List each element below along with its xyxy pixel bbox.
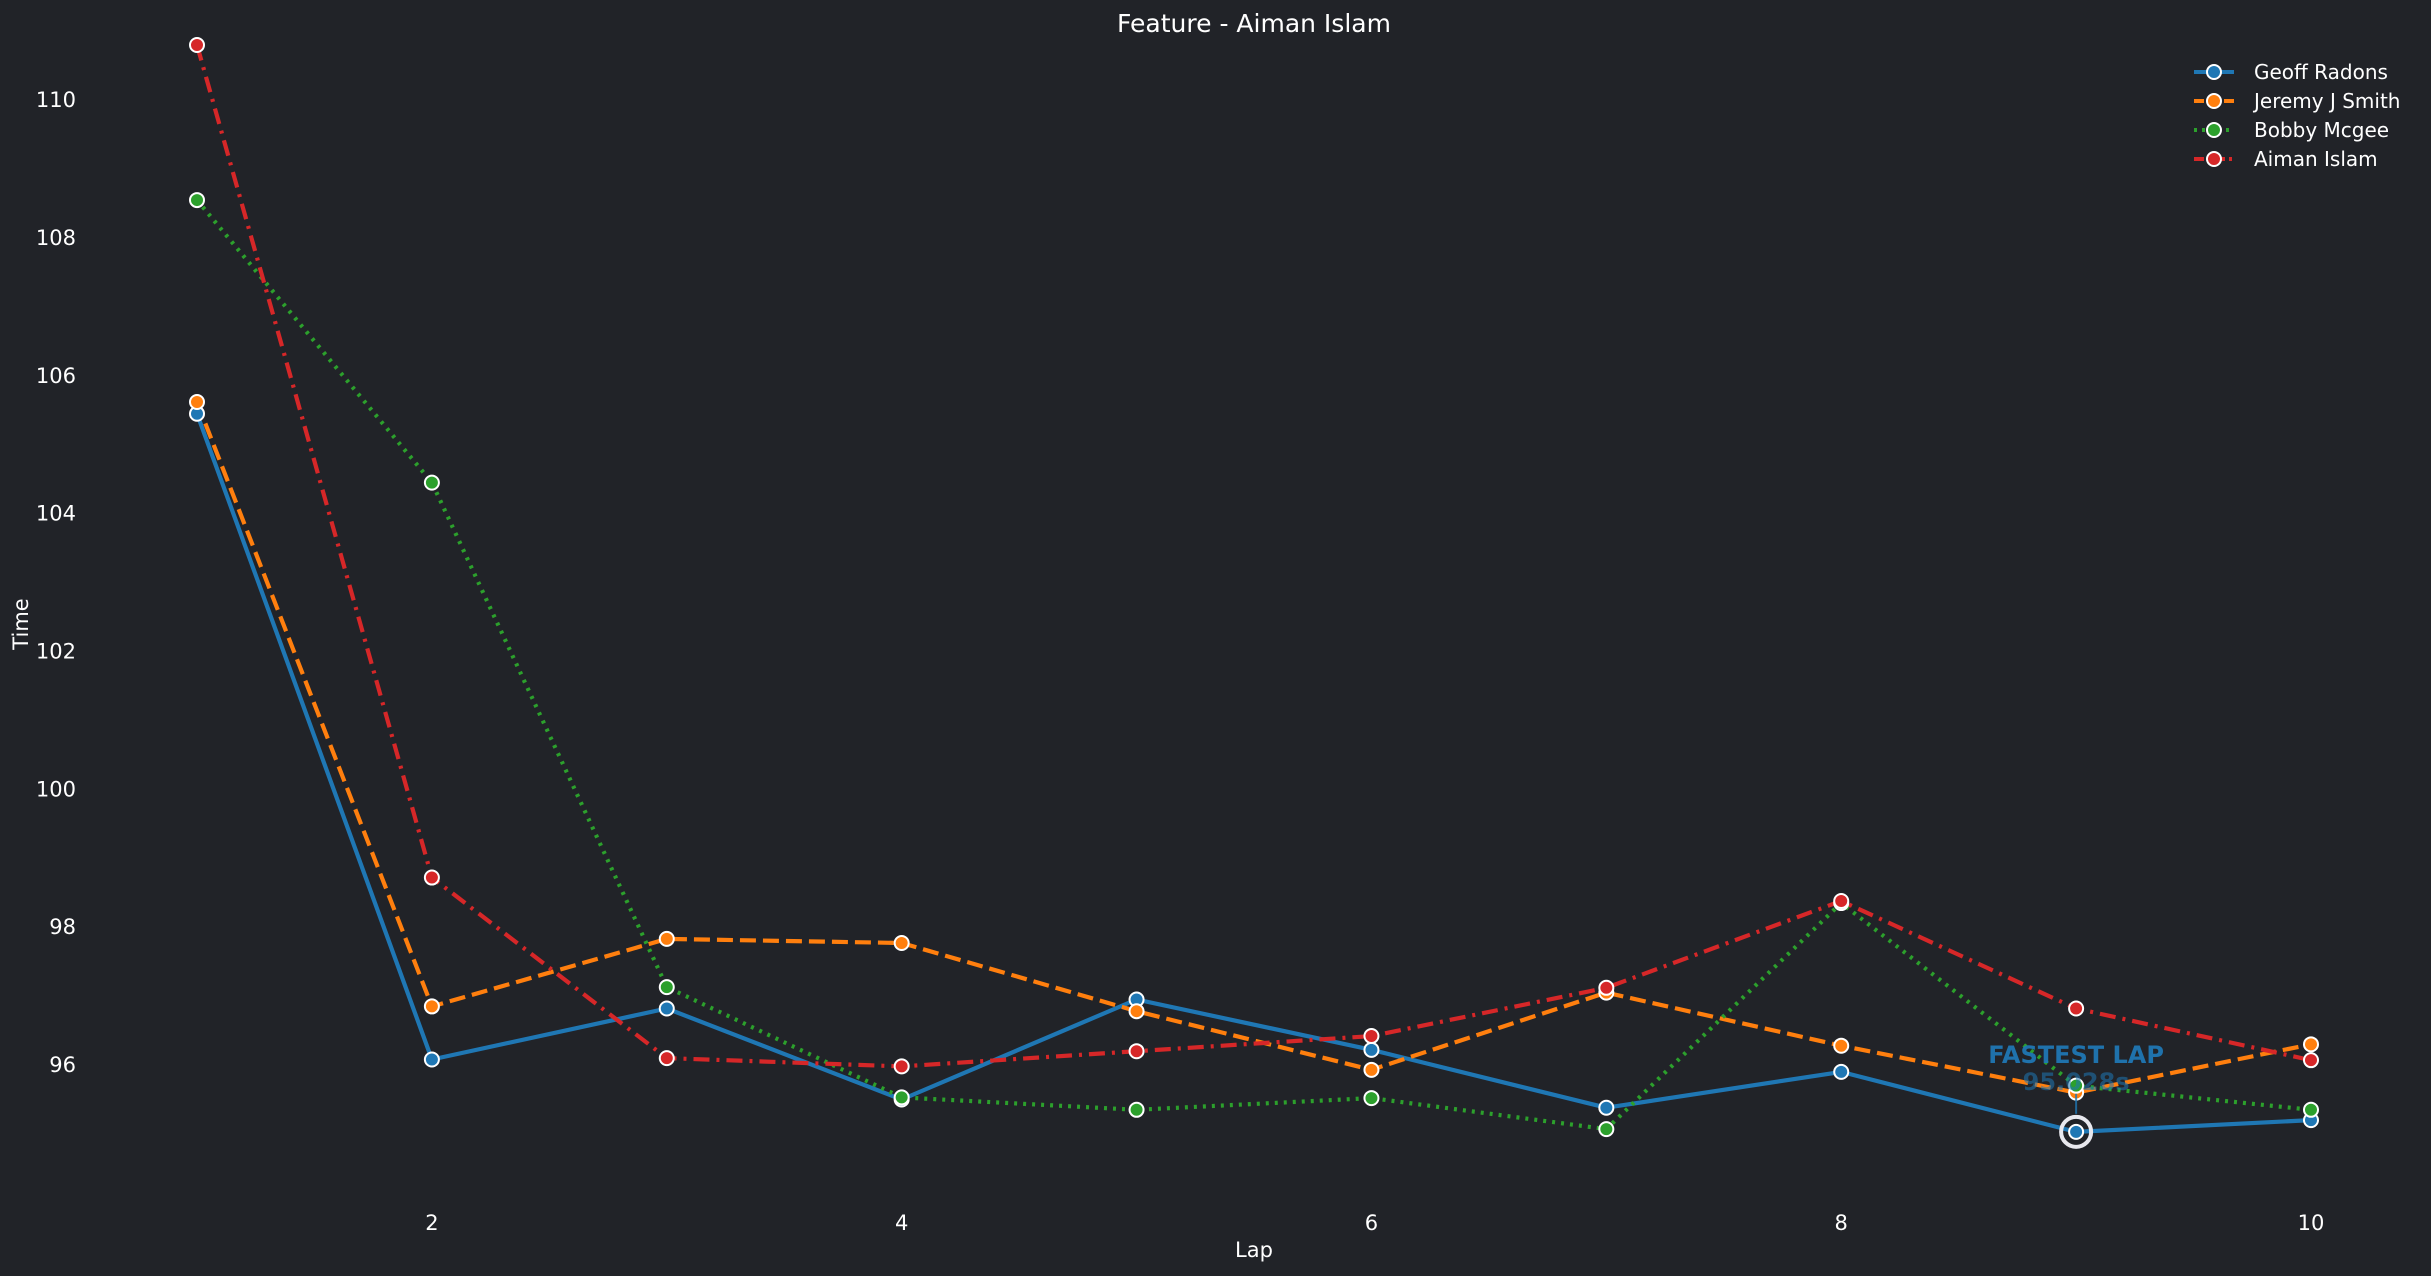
plot-area: 96 98 100 102 104 106 108 110 2 4 6 8 10 FASTEST LAP9… (36, 37, 2325, 1235)
point-jeremy-j-smith-lap-4 (893, 935, 910, 952)
y-tick-label-108: 108 (36, 226, 76, 250)
point-bobby-mcgee-lap-1 (189, 192, 205, 209)
point-geoff-radons-lap-9 (2068, 1123, 2085, 1140)
point-aiman-islam-lap-3 (658, 1050, 675, 1067)
point-jeremy-j-smith-lap-2 (423, 998, 440, 1015)
point-jeremy-j-smith-lap-8 (1833, 1037, 1850, 1054)
point-geoff-radons-lap-2 (423, 1051, 440, 1068)
point-jeremy-j-smith-lap-10 (2303, 1036, 2319, 1053)
point-aiman-islam-lap-7 (1598, 979, 1615, 996)
point-aiman-islam-lap-5 (1128, 1043, 1145, 1060)
point-aiman-islam-lap-10 (2303, 1052, 2319, 1069)
point-bobby-mcgee-lap-6 (1363, 1090, 1380, 1107)
point-bobby-mcgee-lap-3 (658, 979, 675, 996)
series-line-geoff-radons (195, 412, 2312, 1135)
point-bobby-mcgee-lap-10 (2303, 1101, 2319, 1118)
point-aiman-islam-lap-6 (1363, 1028, 1380, 1045)
point-bobby-mcgee-lap-4 (893, 1089, 910, 1106)
point-bobby-mcgee-lap-5 (1128, 1101, 1145, 1118)
point-bobby-mcgee-lap-7 (1598, 1121, 1615, 1138)
point-aiman-islam-lap-4 (893, 1058, 910, 1075)
point-aiman-islam-lap-1 (189, 37, 205, 53)
point-bobby-mcgee-lap-9 (2068, 1077, 2085, 1094)
point-bobby-mcgee-lap-2 (423, 474, 440, 491)
x-tick-label-10: 10 (2298, 1211, 2325, 1235)
point-geoff-radons-lap-3 (658, 1000, 675, 1017)
y-tick-label-98: 98 (49, 915, 76, 939)
point-geoff-radons-lap-7 (1598, 1099, 1615, 1116)
x-tick-label-2: 2 (425, 1211, 438, 1235)
y-tick-label-102: 102 (36, 639, 76, 663)
fastest-lap-highlight-ring (2059, 1114, 2094, 1149)
y-tick-label-96: 96 (49, 1053, 76, 1077)
point-aiman-islam-lap-8 (1833, 892, 1850, 909)
legend-label-jeremy-j-smith: Jeremy J Smith (2252, 89, 2400, 113)
legend-marker-jeremy-j-smith (2206, 93, 2222, 109)
legend: Geoff Radons Jeremy J Smith Bobby Mcgee Aim… (2194, 60, 2400, 171)
chart-title: Feature - Aiman Islam (1117, 9, 1391, 38)
legend-label-geoff-radons: Geoff Radons (2254, 60, 2388, 84)
point-jeremy-j-smith-lap-5 (1128, 1003, 1145, 1020)
point-geoff-radons-lap-8 (1833, 1063, 1850, 1080)
fastest-lap-value: 95.028s (2023, 1068, 2130, 1096)
series-line-aiman-islam (194, 44, 2312, 1069)
x-tick-label-6: 6 (1365, 1211, 1378, 1235)
y-tick-label-106: 106 (36, 364, 76, 388)
point-jeremy-j-smith-lap-6 (1363, 1061, 1380, 1078)
y-tick-label-100: 100 (36, 777, 76, 801)
x-axis-title: Lap (1235, 1238, 1273, 1262)
x-tick-label-8: 8 (1835, 1211, 1848, 1235)
point-aiman-islam-lap-2 (423, 869, 440, 886)
point-geoff-radons-lap-6 (1363, 1041, 1380, 1058)
legend-label-bobby-mcgee: Bobby Mcgee (2254, 118, 2389, 142)
series-line-jeremy-j-smith (195, 401, 2312, 1095)
legend-marker-aiman-islam (2206, 151, 2222, 167)
legend-marker-bobby-mcgee (2206, 122, 2222, 138)
legend-marker-geoff-radons (2206, 64, 2222, 80)
x-tick-label-4: 4 (895, 1211, 908, 1235)
y-tick-label-104: 104 (36, 502, 76, 526)
y-tick-label-110: 110 (36, 88, 76, 112)
point-jeremy-j-smith-lap-3 (658, 930, 675, 947)
point-jeremy-j-smith-lap-1 (189, 394, 205, 410)
y-axis-title: Time (9, 598, 33, 650)
point-aiman-islam-lap-9 (2068, 1000, 2085, 1017)
legend-label-aiman-islam: Aiman Islam (2254, 147, 2378, 171)
fastest-lap-title: FASTEST LAP (1988, 1041, 2164, 1069)
